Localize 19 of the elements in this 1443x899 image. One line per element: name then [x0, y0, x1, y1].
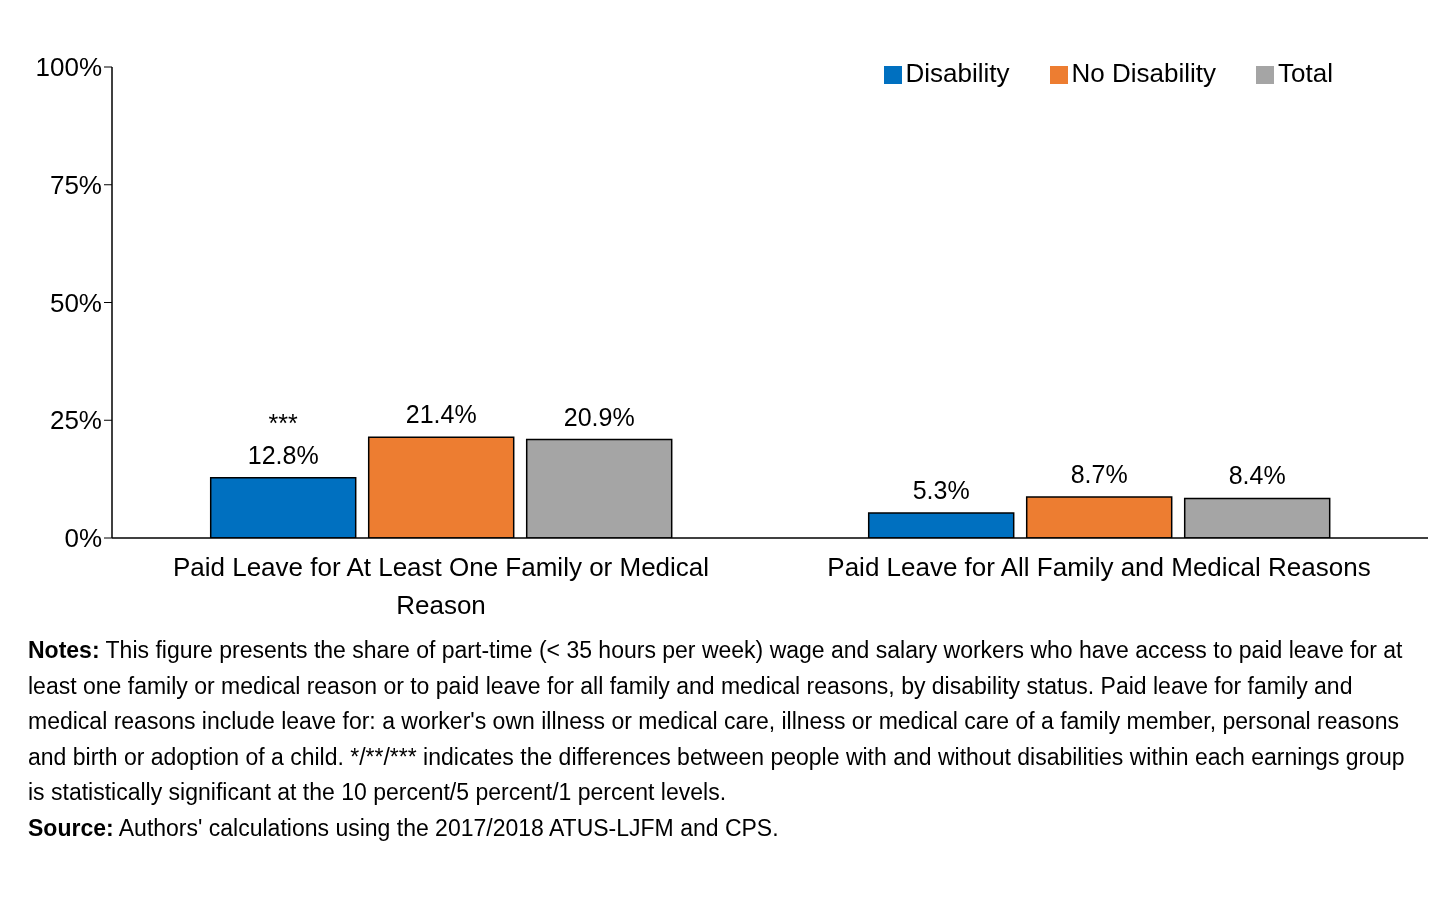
x-tick-label: Paid Leave for At Least One Family or Medical Reason: [172, 552, 710, 620]
y-tick-label: 50%: [49, 287, 102, 318]
data-label: 8.4%: [1228, 461, 1286, 490]
data-label: 12.8%: [247, 440, 319, 469]
annotation: ***: [268, 408, 299, 437]
data-label: 8.7%: [1070, 460, 1128, 489]
legend-label: No Disability: [1071, 58, 1217, 88]
legend-label: Total: [1278, 58, 1333, 88]
y-tick-label: 75%: [49, 169, 102, 200]
data-label: 20.9%: [563, 402, 635, 431]
x-tick-label: Paid Leave for All Family and Medical Reasons: [827, 552, 1371, 582]
legend-label: Disability: [905, 58, 1010, 88]
y-tick-label: 100%: [35, 52, 102, 83]
data-label: 21.4%: [405, 400, 477, 429]
text: Notes: This figure presents the share of part-time (< 35 hours per week) wage and salary workers who have access to paid leave for at least one family or medical reason or to paid leave for all family and medical reasons, by disability status. Paid leave for family and medical reasons include leave for: a worker's own illness or medical care, illness or medical care of a family member, personal reasons and birth or adoption of a child. */**/*** indicates the differences between people with and without disabilities within each earnings group is statistically significant at the 10 percent/5 percent/1 percent levels.: [28, 636, 1406, 807]
source-note: Source: Authors' calculations using the 2017/2018 ATUS-LJFM and CPS.: [28, 813, 780, 843]
y-tick-label: 25%: [49, 405, 102, 436]
data-label: 5.3%: [912, 476, 970, 505]
y-tick-label: 0%: [64, 523, 102, 554]
